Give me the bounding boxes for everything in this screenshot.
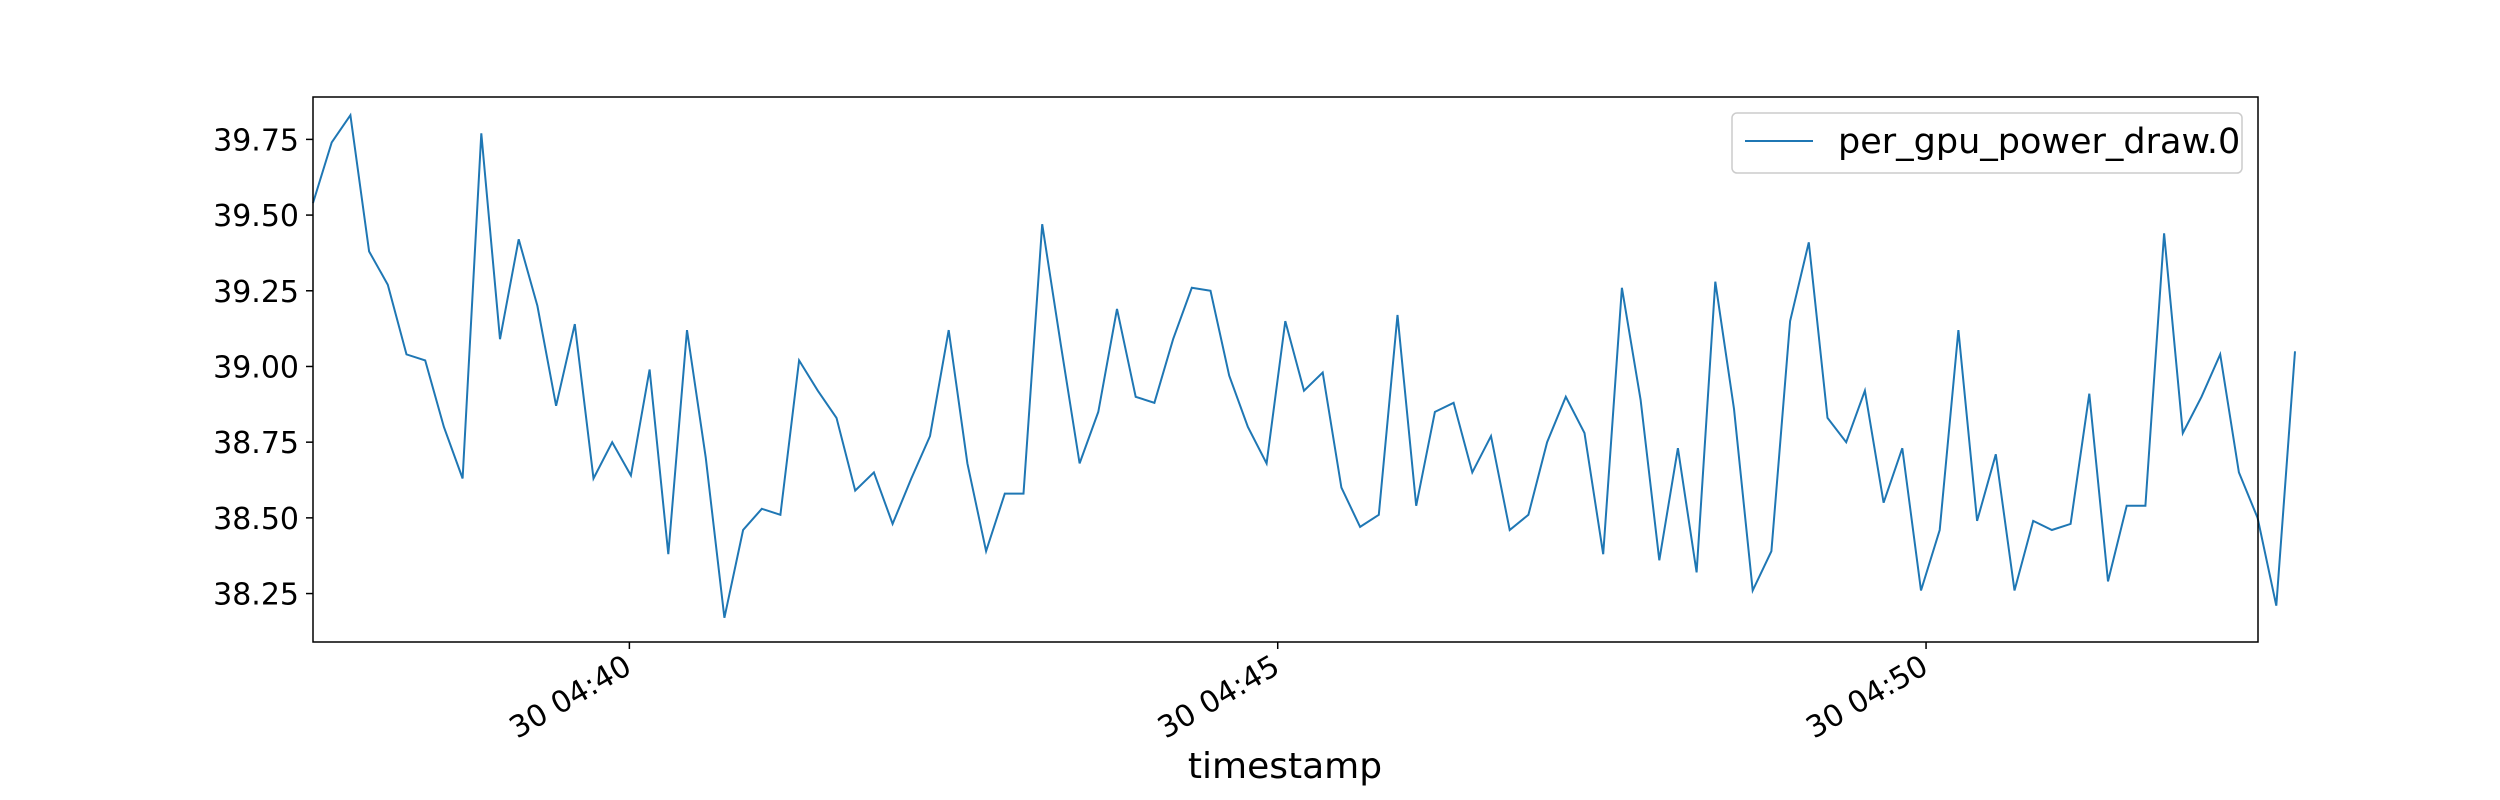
x-axis-title: timestamp bbox=[1188, 746, 1382, 787]
series-line-per-gpu-power-draw bbox=[312, 112, 2296, 619]
y-axis-ticks: 38.25 38.50 38.75 39.00 39.25 39.50 39.75 bbox=[213, 123, 313, 613]
x-tick-label: 30 04:40 bbox=[504, 649, 638, 746]
y-tick-label: 39.25 bbox=[213, 275, 299, 310]
y-tick-label: 39.75 bbox=[213, 123, 299, 158]
y-tick-label: 38.25 bbox=[213, 578, 299, 613]
y-tick-label: 39.00 bbox=[213, 350, 299, 385]
x-tick-label: 30 04:45 bbox=[1152, 649, 1286, 746]
y-tick-label: 38.50 bbox=[213, 502, 299, 537]
x-axis-ticks: 30 04:40 30 04:45 30 04:50 bbox=[504, 642, 1934, 746]
y-tick-label: 39.50 bbox=[213, 199, 299, 234]
plot-area-frame bbox=[312, 96, 2259, 643]
y-tick-label: 38.75 bbox=[213, 426, 299, 461]
x-tick-label: 30 04:50 bbox=[1800, 649, 1934, 746]
legend-label: per_gpu_power_draw.0 bbox=[1838, 122, 2240, 162]
legend: per_gpu_power_draw.0 bbox=[1731, 112, 2243, 174]
legend-box bbox=[1731, 112, 2243, 174]
